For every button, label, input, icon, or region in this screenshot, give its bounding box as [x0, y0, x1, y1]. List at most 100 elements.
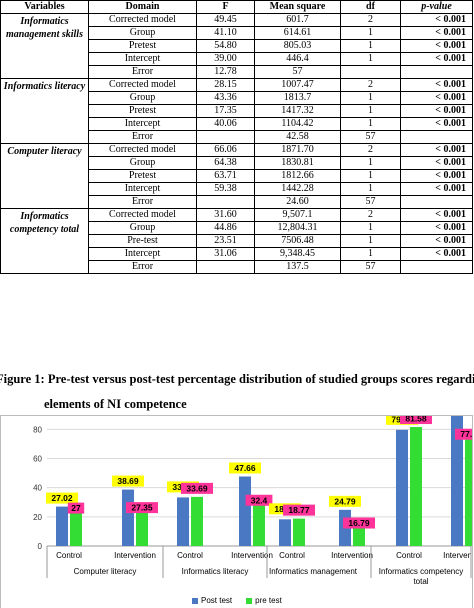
data-label-bg: [112, 475, 144, 487]
bar-pre-test: [191, 496, 203, 546]
table-row: Informatics management skills Corrected m…: [0, 13, 473, 79]
f-cell: 23.51: [196, 234, 255, 248]
mean-square-cell: 12,804.31: [254, 221, 341, 235]
domain-cell: Pretest: [88, 39, 197, 53]
f-cell: 40.06: [196, 117, 255, 131]
domain-cell: Intercept: [88, 182, 197, 196]
p-value-cell: [400, 130, 473, 144]
p-value-cell: < 0.001: [400, 104, 473, 118]
f-cell: 28.15: [196, 78, 255, 92]
legend-label-pre-test: pre test: [255, 596, 282, 605]
header-mean-square: Mean square: [254, 0, 341, 14]
bar-pre-test: [136, 506, 148, 546]
data-label-post-test: 24.79: [334, 496, 356, 506]
df-cell: 2: [340, 208, 401, 222]
df-cell: 1: [340, 104, 401, 118]
chart-frame: 02040608010012027.0227Control38.6927.35I…: [0, 415, 473, 608]
domain-cell: Error: [88, 260, 197, 274]
df-cell: 57: [340, 130, 401, 144]
df-cell: 1: [340, 169, 401, 183]
f-cell: 54.80: [196, 39, 255, 53]
x-tick-label: Intervention: [331, 551, 373, 560]
p-value-cell: < 0.001: [400, 91, 473, 105]
bar-post-test: [451, 416, 463, 546]
df-cell: 1: [340, 234, 401, 248]
p-value-cell: < 0.001: [400, 156, 473, 170]
mean-square-cell: 601.7: [254, 13, 341, 27]
mean-square-cell: 1442.28: [254, 182, 341, 196]
bar-pre-test: [410, 427, 422, 546]
mean-square-cell: 614.61: [254, 26, 341, 40]
df-cell: 1: [340, 117, 401, 131]
p-value-cell: [400, 260, 473, 274]
df-cell: 2: [340, 143, 401, 157]
bar-pre-test: [293, 518, 305, 546]
df-cell: 57: [340, 195, 401, 209]
legend-swatch-pre-test: [246, 597, 253, 604]
header-variables: Variables: [0, 0, 89, 14]
table-row: Computer literacy Corrected model 66.06 187…: [0, 143, 473, 209]
ancova-table: Variables Domain F Mean square df p-valu…: [0, 0, 473, 274]
mean-square-cell: 9,507.1: [254, 208, 341, 222]
f-cell: [196, 130, 255, 144]
data-label-pre-test: 81.58: [405, 416, 427, 424]
df-cell: 1: [340, 247, 401, 261]
data-label-pre-test: 27: [71, 503, 81, 513]
domain-cell: Group: [88, 26, 197, 40]
p-value-cell: < 0.001: [400, 117, 473, 131]
p-value-cell: < 0.001: [400, 26, 473, 40]
bar-post-test: [177, 497, 189, 546]
x-tick-label: Control: [279, 551, 305, 560]
df-cell: 2: [340, 78, 401, 92]
data-label-bg: [181, 482, 213, 494]
mean-square-cell: 137.5: [254, 260, 341, 274]
mean-square-cell: 1812.66: [254, 169, 341, 183]
domain-cell: Corrected model: [88, 78, 197, 92]
bar-pre-test: [70, 506, 82, 546]
domain-cell: Corrected model: [88, 143, 197, 157]
p-value-cell: < 0.001: [400, 234, 473, 248]
y-tick-label: 0: [38, 542, 43, 551]
data-label-bg: [245, 494, 273, 506]
table-row: Group 64.38 1830.81 1 < 0.001: [1, 156, 473, 170]
group-label: Informatics literacy: [182, 567, 249, 576]
x-tick-label: Intervention: [443, 551, 473, 560]
header-p-value: p-value: [400, 0, 473, 14]
table-row: Error 12.78 57: [1, 65, 473, 79]
bar-post-test: [279, 519, 291, 546]
domain-cell: Error: [88, 195, 197, 209]
table-row: Error 137.5 57: [1, 260, 473, 274]
data-label-pre-test: 27.35: [131, 503, 153, 513]
f-cell: 59.38: [196, 182, 255, 196]
domain-cell: Error: [88, 65, 197, 79]
legend-item-post-test: Post test: [192, 596, 232, 605]
p-value-cell: [400, 195, 473, 209]
y-tick-label: 60: [33, 455, 42, 464]
mean-square-cell: 24.60: [254, 195, 341, 209]
table-row: Pretest 63.71 1812.66 1 < 0.001: [1, 169, 473, 183]
f-cell: 39.00: [196, 52, 255, 66]
f-cell: 31.06: [196, 247, 255, 261]
df-cell: 2: [340, 13, 401, 27]
p-value-cell: < 0.001: [400, 52, 473, 66]
data-label-bg: [46, 492, 78, 504]
p-value-cell: < 0.001: [400, 39, 473, 53]
x-tick-label: Control: [396, 551, 422, 560]
domain-cell: Group: [88, 156, 197, 170]
df-cell: 1: [340, 182, 401, 196]
data-label-bg: [343, 517, 375, 529]
f-cell: 64.38: [196, 156, 255, 170]
data-label-post-test: 38.69: [117, 476, 139, 486]
data-label-pre-test: 16.79: [348, 518, 370, 528]
bar-post-test: [396, 429, 408, 546]
data-label-bg: [67, 502, 85, 514]
bar-pre-test: [253, 498, 265, 546]
bar-pre-test: [465, 432, 472, 546]
table-body: Informatics management skills Corrected m…: [0, 13, 473, 274]
df-cell: 1: [340, 91, 401, 105]
f-cell: 44.86: [196, 221, 255, 235]
f-cell: 41.10: [196, 26, 255, 40]
domain-cell: Group: [88, 221, 197, 235]
data-label-pre-test: 33.69: [186, 483, 208, 493]
header-domain: Domain: [88, 0, 197, 14]
